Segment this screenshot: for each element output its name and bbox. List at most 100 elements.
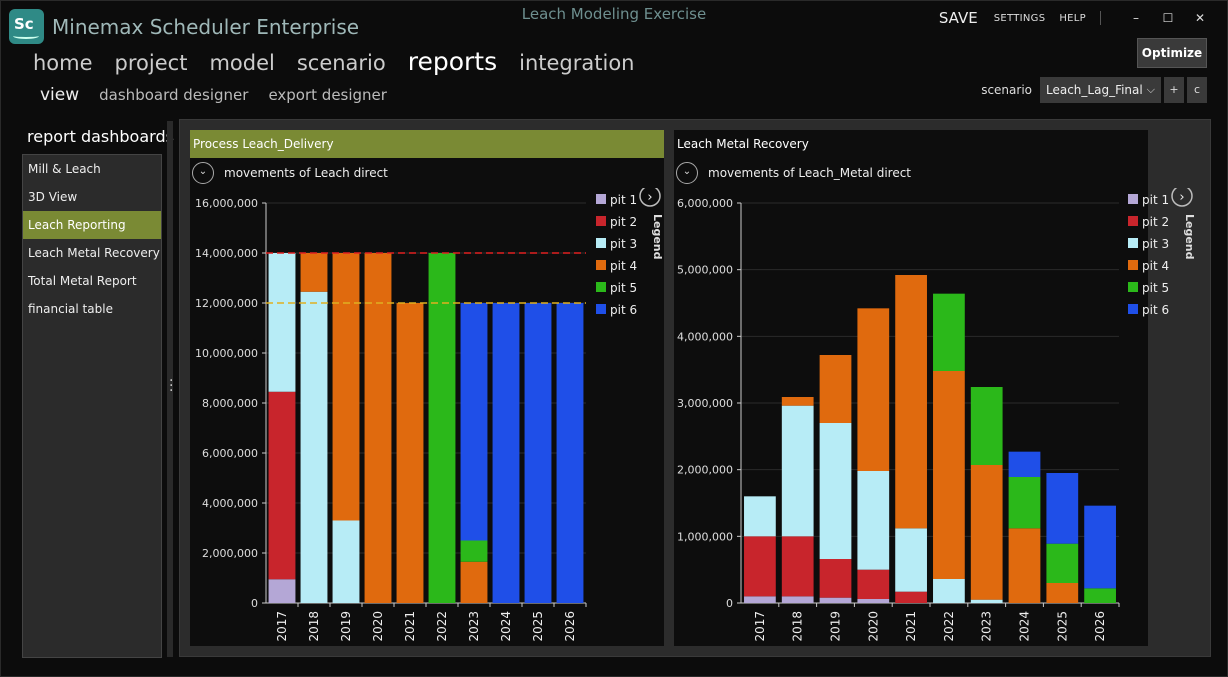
- nav-model[interactable]: model: [209, 51, 275, 75]
- y-tick-label: 4,000,000: [677, 330, 733, 343]
- nav-project[interactable]: project: [114, 51, 188, 75]
- window-controls: SAVE SETTINGS HELP – ☐ ✕: [939, 9, 1211, 27]
- dashboard-area: Process Leach_Delivery ⌄ movements of Le…: [179, 119, 1211, 657]
- copy-scenario-button[interactable]: c: [1187, 77, 1207, 103]
- sidebar-item-total-metal-report[interactable]: Total Metal Report: [28, 274, 137, 288]
- legend-label: pit 3: [610, 237, 637, 251]
- bar-segment[interactable]: [970, 465, 1003, 600]
- legend-toggle-icon[interactable]: [639, 188, 661, 207]
- maximize-icon[interactable]: ☐: [1162, 11, 1174, 25]
- bar-segment[interactable]: [857, 308, 890, 471]
- bar-segment[interactable]: [1084, 505, 1116, 589]
- x-tick-label: 2026: [1093, 611, 1107, 642]
- bar-segment[interactable]: [428, 253, 456, 603]
- dashboard-list: Mill & Leach 3D View Leach Reporting Leach …: [22, 154, 162, 658]
- bar-segment[interactable]: [1046, 473, 1079, 544]
- bar-segment[interactable]: [781, 596, 814, 603]
- legend-title: Legend: [651, 214, 664, 260]
- y-tick-label: 0: [726, 597, 733, 610]
- bar-segment[interactable]: [781, 397, 814, 406]
- collapse-icon[interactable]: ⌄: [192, 162, 214, 184]
- chevron-right-icon[interactable]: ›: [647, 190, 652, 205]
- bar-segment[interactable]: [1046, 543, 1079, 583]
- bar-segment[interactable]: [460, 540, 488, 562]
- subnav-view[interactable]: view: [40, 85, 80, 105]
- bar-segment[interactable]: [857, 569, 890, 599]
- bar-segment[interactable]: [556, 303, 584, 603]
- bar-segment[interactable]: [396, 303, 424, 603]
- bar-segment[interactable]: [933, 579, 965, 603]
- bar-segment[interactable]: [332, 520, 360, 604]
- nav-reports[interactable]: reports: [407, 47, 498, 76]
- bar-segment[interactable]: [1008, 528, 1041, 603]
- bar-segment[interactable]: [492, 303, 520, 603]
- bar-segment[interactable]: [819, 355, 852, 423]
- bar-segment[interactable]: [781, 536, 814, 597]
- bar-segment[interactable]: [970, 387, 1003, 465]
- panel-splitter[interactable]: [167, 121, 173, 657]
- collapse-icon[interactable]: ⌄: [676, 162, 698, 184]
- nav-integration[interactable]: integration: [519, 51, 635, 75]
- chevron-right-icon[interactable]: ›: [1179, 190, 1184, 205]
- bar-segment[interactable]: [1008, 477, 1041, 529]
- bar-segment[interactable]: [460, 561, 488, 603]
- sub-navigation: view dashboard designer export designer: [40, 85, 387, 105]
- x-tick-label: 2023: [467, 611, 481, 642]
- sidebar-item-leach-metal-recovery[interactable]: Leach Metal Recovery: [28, 246, 160, 260]
- bar-segment[interactable]: [781, 405, 814, 537]
- bar-segment[interactable]: [460, 303, 488, 541]
- help-button[interactable]: HELP: [1059, 12, 1086, 24]
- save-button[interactable]: SAVE: [938, 9, 978, 27]
- bar-segment[interactable]: [819, 597, 852, 603]
- legend-label: pit 4: [610, 259, 637, 273]
- x-tick-label: 2019: [829, 611, 843, 642]
- bar-segment[interactable]: [744, 536, 776, 597]
- minimize-icon[interactable]: –: [1133, 11, 1139, 25]
- sidebar-item-financial-table[interactable]: financial table: [28, 302, 113, 316]
- bar-segment[interactable]: [895, 528, 927, 592]
- nav-home[interactable]: home: [33, 51, 93, 75]
- bar-segment[interactable]: [744, 496, 776, 537]
- subnav-export-designer[interactable]: export designer: [268, 86, 387, 104]
- bar-segment[interactable]: [744, 596, 776, 603]
- bar-segment[interactable]: [268, 579, 296, 603]
- nav-scenario[interactable]: scenario: [296, 51, 386, 75]
- bar-segment[interactable]: [524, 303, 552, 603]
- bar-segment[interactable]: [819, 559, 852, 598]
- bar-segment[interactable]: [268, 253, 296, 392]
- bar-segment[interactable]: [895, 275, 927, 529]
- bar-segment[interactable]: [857, 471, 890, 570]
- bar-segment[interactable]: [1084, 588, 1116, 603]
- panel-subtitle: movements of Leach_Metal direct: [708, 166, 912, 180]
- drag-handle-icon[interactable]: · · ·: [169, 373, 174, 399]
- bar-segment[interactable]: [857, 599, 890, 603]
- bar-segment[interactable]: [332, 253, 360, 521]
- sidebar-item-3d-view[interactable]: 3D View: [28, 190, 78, 204]
- bar-segment[interactable]: [300, 253, 328, 292]
- bar-segment[interactable]: [1046, 583, 1079, 603]
- bar-segment[interactable]: [300, 291, 328, 603]
- bar-segment[interactable]: [364, 253, 392, 603]
- legend-toggle-icon[interactable]: [1171, 188, 1193, 207]
- metal-recovery-panel: Leach Metal Recovery ⌄ movements of Leac…: [674, 130, 1194, 646]
- x-tick-label: 2026: [563, 611, 577, 642]
- y-tick-label: 0: [251, 597, 258, 610]
- add-scenario-button[interactable]: +: [1164, 77, 1184, 103]
- subnav-dashboard-designer[interactable]: dashboard designer: [99, 86, 249, 104]
- scenario-select[interactable]: Leach_Lag_Final ⌵: [1040, 77, 1161, 103]
- sidebar-item-leach-reporting[interactable]: Leach Reporting: [23, 211, 161, 239]
- bar-segment[interactable]: [268, 391, 296, 580]
- bar-segment[interactable]: [970, 599, 1003, 603]
- bar-segment[interactable]: [933, 293, 965, 371]
- settings-button[interactable]: SETTINGS: [993, 12, 1046, 24]
- bar-segment[interactable]: [895, 591, 927, 603]
- bar-segment[interactable]: [1008, 451, 1041, 477]
- bar-segment[interactable]: [819, 423, 852, 559]
- bar-segment[interactable]: [933, 371, 965, 579]
- optimize-button[interactable]: Optimize: [1137, 38, 1207, 68]
- y-tick-label: 3,000,000: [677, 397, 733, 410]
- close-icon[interactable]: ✕: [1194, 11, 1206, 25]
- sidebar-item-mill-leach[interactable]: Mill & Leach: [28, 162, 101, 176]
- y-tick-label: 12,000,000: [195, 297, 258, 310]
- legend-swatch: [1128, 304, 1138, 314]
